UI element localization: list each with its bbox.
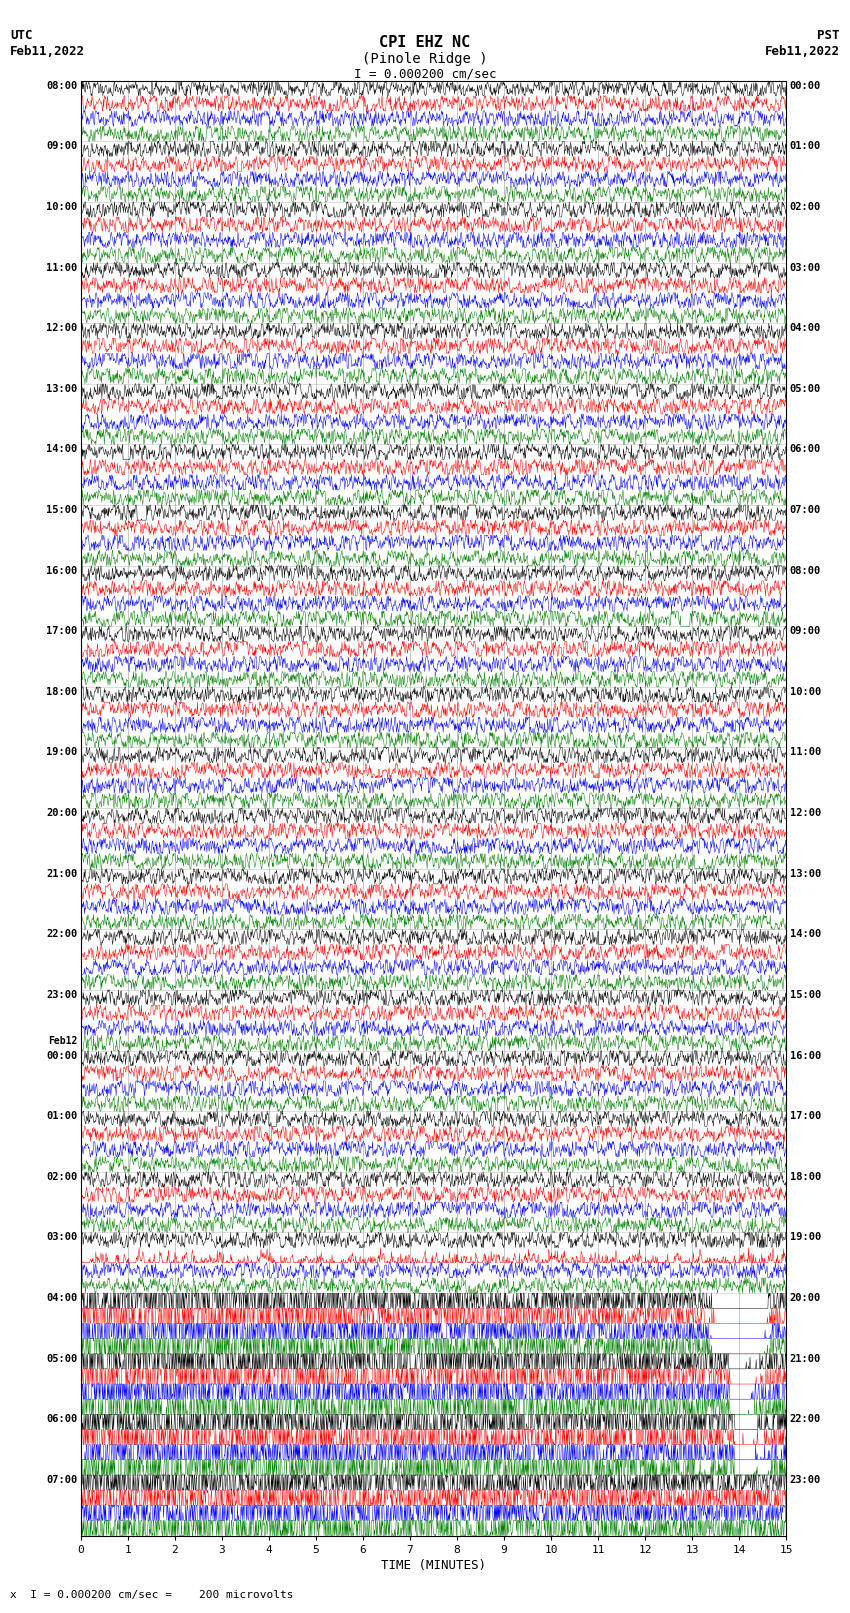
Text: (Pinole Ridge ): (Pinole Ridge ) xyxy=(362,52,488,66)
Text: 00:00: 00:00 xyxy=(46,1050,77,1061)
Text: 20:00: 20:00 xyxy=(790,1294,821,1303)
Text: 21:00: 21:00 xyxy=(46,869,77,879)
Text: 03:00: 03:00 xyxy=(790,263,821,273)
Text: 23:00: 23:00 xyxy=(46,990,77,1000)
Text: 23:00: 23:00 xyxy=(790,1474,821,1486)
Text: 02:00: 02:00 xyxy=(46,1171,77,1182)
Text: 09:00: 09:00 xyxy=(46,142,77,152)
Text: 11:00: 11:00 xyxy=(790,747,821,758)
Text: 06:00: 06:00 xyxy=(790,444,821,455)
Text: 10:00: 10:00 xyxy=(46,202,77,211)
Text: 00:00: 00:00 xyxy=(790,81,821,90)
Text: 11:00: 11:00 xyxy=(46,263,77,273)
Text: 16:00: 16:00 xyxy=(790,1050,821,1061)
Text: 09:00: 09:00 xyxy=(790,626,821,636)
Text: 14:00: 14:00 xyxy=(46,444,77,455)
Text: 01:00: 01:00 xyxy=(46,1111,77,1121)
Text: 06:00: 06:00 xyxy=(46,1415,77,1424)
Text: 14:00: 14:00 xyxy=(790,929,821,939)
Text: 19:00: 19:00 xyxy=(790,1232,821,1242)
Text: 01:00: 01:00 xyxy=(790,142,821,152)
Text: 07:00: 07:00 xyxy=(46,1474,77,1486)
Text: 02:00: 02:00 xyxy=(790,202,821,211)
Text: 15:00: 15:00 xyxy=(46,505,77,515)
Text: 13:00: 13:00 xyxy=(790,869,821,879)
Text: 21:00: 21:00 xyxy=(790,1353,821,1363)
Text: 18:00: 18:00 xyxy=(790,1171,821,1182)
Text: 03:00: 03:00 xyxy=(46,1232,77,1242)
Text: I = 0.000200 cm/sec: I = 0.000200 cm/sec xyxy=(354,68,496,81)
Text: 05:00: 05:00 xyxy=(46,1353,77,1363)
Text: 17:00: 17:00 xyxy=(790,1111,821,1121)
Text: 12:00: 12:00 xyxy=(790,808,821,818)
Text: 08:00: 08:00 xyxy=(790,566,821,576)
Text: UTC: UTC xyxy=(10,29,32,42)
Text: 22:00: 22:00 xyxy=(790,1415,821,1424)
Text: PST: PST xyxy=(818,29,840,42)
Text: 08:00: 08:00 xyxy=(46,81,77,90)
Text: 18:00: 18:00 xyxy=(46,687,77,697)
Text: 22:00: 22:00 xyxy=(46,929,77,939)
Text: CPI EHZ NC: CPI EHZ NC xyxy=(379,35,471,50)
Text: 16:00: 16:00 xyxy=(46,566,77,576)
Text: 19:00: 19:00 xyxy=(46,747,77,758)
Text: x  I = 0.000200 cm/sec =    200 microvolts: x I = 0.000200 cm/sec = 200 microvolts xyxy=(10,1590,294,1600)
Text: 12:00: 12:00 xyxy=(46,323,77,334)
Text: 17:00: 17:00 xyxy=(46,626,77,636)
Text: 04:00: 04:00 xyxy=(790,323,821,334)
Text: Feb11,2022: Feb11,2022 xyxy=(10,45,85,58)
Text: 15:00: 15:00 xyxy=(790,990,821,1000)
Text: 20:00: 20:00 xyxy=(46,808,77,818)
Text: Feb12: Feb12 xyxy=(48,1036,77,1047)
Text: 10:00: 10:00 xyxy=(790,687,821,697)
Text: 05:00: 05:00 xyxy=(790,384,821,394)
Text: 07:00: 07:00 xyxy=(790,505,821,515)
Text: 04:00: 04:00 xyxy=(46,1294,77,1303)
X-axis label: TIME (MINUTES): TIME (MINUTES) xyxy=(381,1558,486,1571)
Text: 13:00: 13:00 xyxy=(46,384,77,394)
Text: Feb11,2022: Feb11,2022 xyxy=(765,45,840,58)
